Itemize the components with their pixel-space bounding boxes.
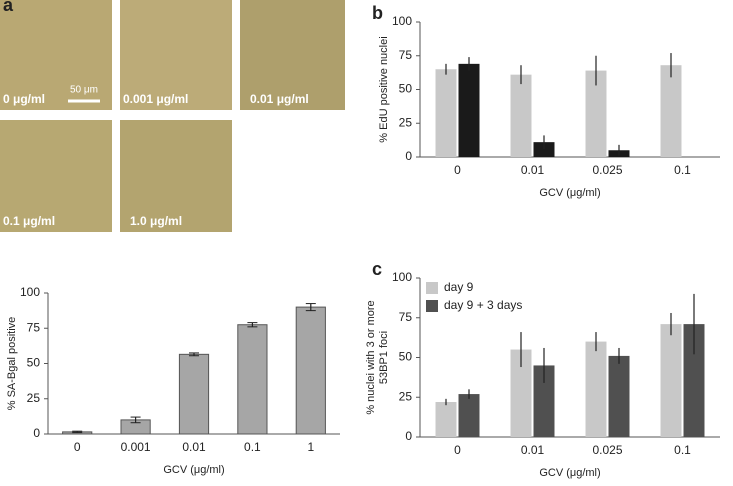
bar (435, 69, 457, 157)
y-tick-label: 0 (33, 426, 40, 440)
x-tick-label: 0.01 (182, 440, 206, 454)
legend-label: day 9 (444, 280, 474, 294)
x-tick-label: 0.001 (121, 440, 151, 454)
micrograph-label: 0.01 μg/ml (250, 92, 309, 106)
y-tick-label: 25 (399, 389, 413, 403)
bar (533, 365, 555, 437)
x-tick-label: 0 (454, 443, 461, 457)
x-tick-label: 0 (454, 163, 461, 177)
bar (683, 324, 705, 437)
y-axis-label: % EdU positive nuclei (378, 36, 390, 142)
micrograph (240, 0, 345, 110)
x-axis-label: GCV (μg/ml) (163, 464, 224, 476)
bar (660, 65, 682, 157)
x-tick-label: 0.01 (521, 443, 545, 457)
micrograph (0, 0, 112, 110)
y-tick-label: 25 (27, 391, 41, 405)
legend-swatch (426, 300, 438, 312)
y-tick-label: 75 (27, 320, 41, 334)
y-tick-label: 50 (399, 350, 413, 364)
y-tick-label: 50 (27, 356, 41, 370)
micrograph-label: 1.0 μg/ml (130, 214, 182, 228)
y-tick-label: 0 (405, 149, 412, 163)
micrograph-label: 0.1 μg/ml (3, 214, 55, 228)
bar (585, 341, 607, 437)
bar (178, 353, 210, 435)
scale-bar-label: 50 μm (70, 85, 98, 96)
x-tick-label: 0.025 (592, 443, 622, 457)
bar (585, 70, 607, 157)
x-tick-label: 1 (307, 440, 314, 454)
micrograph (120, 0, 232, 110)
y-tick-label: 0 (405, 429, 412, 443)
y-tick-label: 50 (399, 82, 413, 96)
x-axis-label: GCV (μg/ml) (539, 187, 600, 199)
y-tick-label: 100 (392, 14, 412, 28)
bar (533, 142, 555, 157)
y-axis-label: % SA-Bgal positive (6, 317, 18, 411)
x-tick-label: 0.1 (244, 440, 261, 454)
x-tick-label: 0.01 (521, 163, 545, 177)
micrograph-label: 0 μg/ml (3, 92, 45, 106)
x-axis-label: GCV (μg/ml) (539, 467, 600, 479)
panel-label: b (372, 3, 383, 23)
bar (295, 306, 326, 435)
panel-label: a (3, 0, 14, 15)
panel-label: c (372, 259, 382, 279)
bar (608, 355, 630, 437)
bar (510, 349, 532, 437)
y-tick-label: 25 (399, 115, 413, 129)
micrograph (0, 120, 112, 232)
y-tick-label: 100 (20, 285, 40, 299)
x-tick-label: 0 (74, 440, 81, 454)
x-tick-label: 0.1 (674, 163, 691, 177)
bar (510, 74, 532, 157)
x-tick-label: 0.025 (592, 163, 622, 177)
bar (660, 324, 682, 437)
y-axis-label: % nuclei with 3 or more (365, 300, 377, 414)
legend-swatch (426, 282, 438, 294)
legend-label: day 9 + 3 days (444, 298, 522, 312)
y-tick-label: 75 (399, 48, 413, 62)
micrograph-label: 0.001 μg/ml (123, 92, 188, 106)
x-tick-label: 0.1 (674, 443, 691, 457)
bar (435, 402, 457, 437)
bar (458, 63, 480, 157)
bar (458, 394, 480, 437)
y-axis-label: 53BP1 foci (378, 331, 390, 384)
micrograph (120, 120, 232, 232)
y-tick-label: 100 (392, 270, 412, 284)
bar (237, 324, 268, 435)
y-tick-label: 75 (399, 310, 413, 324)
